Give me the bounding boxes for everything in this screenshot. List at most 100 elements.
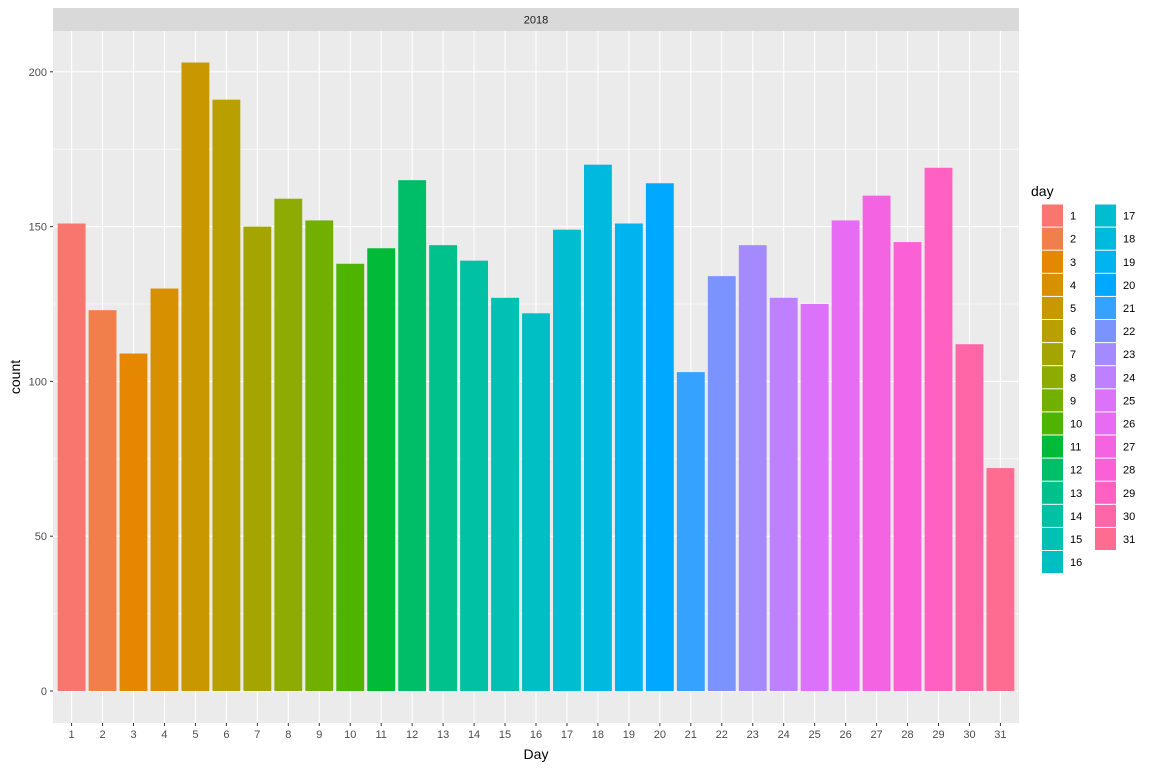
legend-key — [1042, 343, 1063, 366]
x-tick-label: 9 — [316, 729, 322, 741]
x-tick-label: 25 — [809, 729, 821, 741]
legend-key — [1042, 366, 1063, 389]
x-tick-label: 11 — [375, 729, 386, 741]
legend-label: 10 — [1070, 418, 1082, 430]
x-tick-label: 27 — [870, 729, 882, 741]
bar — [738, 245, 767, 691]
legend-key — [1095, 296, 1116, 319]
x-tick-label: 13 — [437, 729, 449, 741]
x-tick-label: 31 — [994, 729, 1006, 741]
legend-label: 21 — [1123, 303, 1135, 315]
bar — [305, 220, 334, 691]
legend-label: 23 — [1123, 349, 1135, 361]
facet-strip-label: 2018 — [524, 15, 548, 27]
x-tick-label: 8 — [285, 729, 291, 741]
x-tick-label: 15 — [499, 729, 511, 741]
bar — [460, 260, 489, 691]
legend-key — [1042, 504, 1063, 527]
bar — [676, 372, 705, 691]
bar — [893, 242, 922, 691]
legend-key — [1042, 481, 1063, 504]
y-tick-label: 50 — [35, 531, 47, 543]
legend-key — [1095, 458, 1116, 481]
bar — [986, 468, 1015, 691]
bar — [150, 288, 179, 691]
legend-key — [1042, 389, 1063, 412]
legend-label: 19 — [1123, 257, 1135, 269]
x-tick-label: 12 — [406, 729, 418, 741]
x-tick-label: 10 — [344, 729, 356, 741]
legend-label: 20 — [1123, 280, 1135, 292]
legend-key — [1095, 366, 1116, 389]
bar — [243, 226, 272, 691]
bar — [862, 195, 891, 691]
legend-key — [1095, 389, 1116, 412]
legend-label: 26 — [1123, 418, 1135, 430]
x-tick-label: 14 — [468, 729, 480, 741]
x-tick-label: 3 — [130, 729, 136, 741]
legend-label: 5 — [1070, 303, 1076, 315]
x-axis: 1 2 3 4 5 6 7 8 9 10 11 12 13 14 15 16 17 18 19 20 21 22 23 24 2… — [69, 723, 1007, 741]
legend-label: 8 — [1070, 372, 1076, 384]
bars — [57, 62, 1015, 692]
bar — [583, 164, 612, 691]
bar — [769, 297, 798, 691]
legend-key — [1095, 343, 1116, 366]
legend-key — [1095, 412, 1116, 435]
legend-key — [1095, 204, 1116, 227]
x-tick-label: 26 — [839, 729, 851, 741]
y-tick-label: 100 — [29, 376, 47, 388]
x-tick-label: 30 — [963, 729, 975, 741]
legend-key — [1042, 412, 1063, 435]
bar — [924, 167, 953, 691]
legend-key — [1042, 527, 1063, 550]
x-tick-label: 19 — [623, 729, 635, 741]
legend-label: 27 — [1123, 442, 1135, 454]
legend-label: 7 — [1070, 349, 1076, 361]
legend-label: 28 — [1123, 465, 1135, 477]
x-tick-label: 16 — [530, 729, 542, 741]
bar — [119, 353, 148, 691]
x-axis-title: Day — [524, 746, 549, 762]
legend-key — [1042, 320, 1063, 343]
legend-key — [1042, 273, 1063, 296]
legend-label: 1 — [1070, 211, 1076, 223]
y-tick-label: 0 — [41, 686, 47, 698]
legend-label: 13 — [1070, 488, 1082, 500]
bar — [336, 263, 365, 691]
bar — [398, 180, 427, 691]
x-tick-label: 29 — [932, 729, 944, 741]
bar — [553, 229, 581, 692]
x-tick-label: 2 — [99, 729, 105, 741]
x-tick-label: 22 — [716, 729, 728, 741]
legend-label: 17 — [1123, 211, 1135, 223]
x-tick-label: 6 — [223, 729, 229, 741]
legend-label: 14 — [1070, 511, 1082, 523]
bar — [955, 344, 984, 691]
x-tick-label: 17 — [561, 729, 573, 741]
x-tick-label: 5 — [192, 729, 198, 741]
bar — [274, 198, 303, 691]
bar — [212, 99, 241, 691]
bar — [831, 220, 860, 691]
legend-key — [1042, 204, 1063, 227]
legend-label: 12 — [1070, 465, 1082, 477]
x-tick-label: 7 — [254, 729, 260, 741]
legend-key — [1042, 458, 1063, 481]
legend-key — [1095, 481, 1116, 504]
bar — [367, 248, 396, 691]
legend-label: 30 — [1123, 511, 1135, 523]
legend-key — [1095, 250, 1116, 273]
legend-label: 3 — [1070, 257, 1076, 269]
x-tick-label: 21 — [685, 729, 697, 741]
x-tick-label: 28 — [901, 729, 913, 741]
x-tick-label: 1 — [69, 729, 75, 741]
bar — [645, 183, 674, 692]
bar — [57, 223, 86, 691]
legend-label: 2 — [1070, 234, 1076, 246]
legend-key — [1095, 273, 1116, 296]
legend-label: 16 — [1070, 557, 1082, 569]
legend-key — [1042, 296, 1063, 319]
bar — [707, 276, 736, 691]
